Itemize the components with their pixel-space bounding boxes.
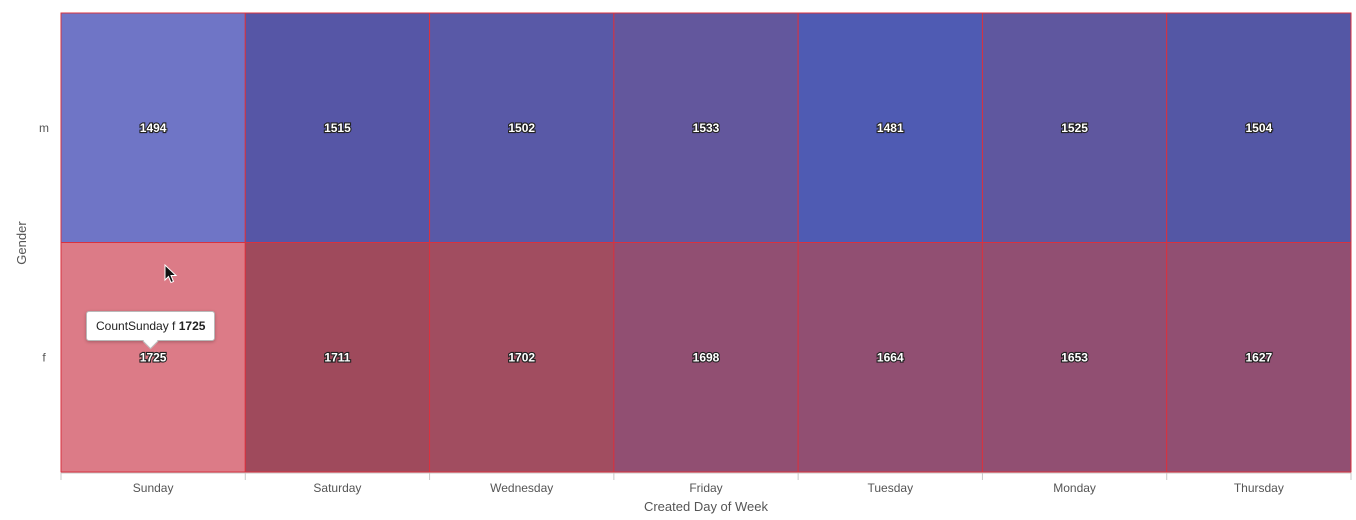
x-axis: Sunday Saturday Wednesday Friday Tuesday Mond… [60, 472, 1352, 495]
cell-value-label: 1525 [1061, 121, 1088, 135]
y-tick-label: m [39, 121, 49, 135]
cell-value-label: 1481 [877, 121, 904, 135]
y-axis-title: Gender [14, 221, 29, 265]
heatmap-cell-f-sunday[interactable] [60, 242, 246, 473]
heatmap-cell-f-thursday[interactable] [1166, 242, 1352, 473]
cell-value-label: 1664 [877, 350, 904, 364]
heatmap-cell-m-wednesday[interactable] [429, 12, 615, 243]
heatmap-cell-m-saturday[interactable] [244, 12, 431, 243]
tooltip-text: CountSunday f [96, 319, 176, 333]
hover-tooltip: CountSunday f 1725 [86, 311, 216, 350]
x-tick-label: Monday [1053, 481, 1096, 495]
cell-value-label: 1698 [693, 350, 720, 364]
cell-value-label: 1725 [140, 350, 167, 364]
cell-value-label: 1504 [1246, 121, 1273, 135]
cell-value-label: 1502 [508, 121, 535, 135]
tooltip-value: 1725 [178, 319, 206, 333]
cell-value-label: 1533 [693, 121, 720, 135]
cell-value-label: 1627 [1246, 350, 1273, 364]
heatmap-cell-m-tuesday[interactable] [797, 12, 983, 243]
heatmap-cell-f-saturday[interactable] [244, 242, 431, 473]
x-axis-title: Created Day of Week [644, 499, 769, 514]
cell-value-label: 1494 [140, 121, 167, 135]
heatmap-cell-f-monday[interactable] [981, 242, 1168, 473]
x-tick-label: Sunday [133, 481, 174, 495]
mouse-cursor-icon [164, 264, 178, 284]
x-tick-label: Friday [689, 481, 722, 495]
heatmap-cell-m-sunday[interactable] [60, 12, 246, 243]
heatmap-cell-f-wednesday[interactable] [429, 242, 615, 473]
heatmap-cell-f-tuesday[interactable] [797, 242, 983, 473]
heatmap-cell-m-monday[interactable] [981, 12, 1168, 243]
heatmap-cells [60, 12, 1352, 473]
x-tick-label: Tuesday [867, 481, 913, 495]
x-tick-label: Wednesday [490, 481, 553, 495]
x-tick-label: Thursday [1234, 481, 1284, 495]
y-tick-label: f [42, 350, 46, 364]
cell-value-label: 1653 [1061, 350, 1088, 364]
cell-value-label: 1515 [324, 121, 351, 135]
y-axis: mf [39, 121, 49, 365]
heatmap-cell-labels: 1494 1515 1502 1533 1481 1525 1504 1725 1711 1702… [139, 120, 1274, 366]
heatmap-cell-m-thursday[interactable] [1166, 12, 1352, 243]
x-tick-label: Saturday [313, 481, 361, 495]
cell-value-label: 1702 [508, 350, 535, 364]
cell-value-label: 1711 [324, 350, 350, 364]
heatmap-cell-m-friday[interactable] [613, 12, 799, 243]
